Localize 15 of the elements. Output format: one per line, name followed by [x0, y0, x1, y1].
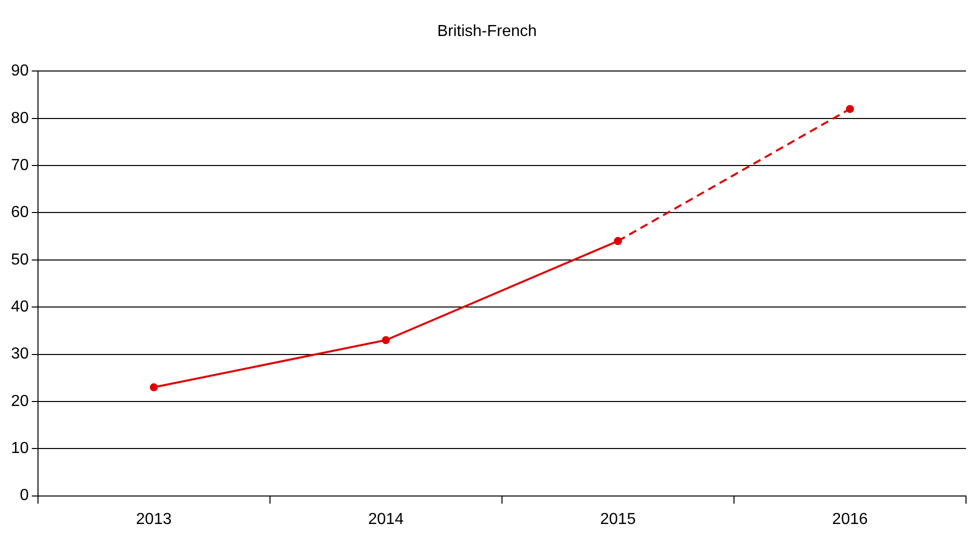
y-tick-label: 20 [11, 392, 29, 410]
x-tick-label: 2014 [368, 510, 404, 528]
y-tick-label: 60 [11, 204, 29, 222]
y-tick-label: 70 [11, 156, 29, 174]
y-tick-label: 50 [11, 251, 29, 268]
y-tick-label: 0 [20, 487, 29, 504]
y-tick-label: 90 [11, 62, 29, 80]
chart-title: British-French [437, 23, 537, 40]
y-tick-label: 40 [11, 298, 29, 316]
x-tick-label: 2015 [600, 510, 636, 528]
x-tick-label: 2016 [832, 510, 868, 528]
y-tick-label: 80 [11, 110, 29, 127]
y-tick-label: 10 [11, 440, 29, 458]
y-tick-label: 30 [11, 346, 29, 363]
x-tick-label: 2013 [136, 510, 172, 528]
